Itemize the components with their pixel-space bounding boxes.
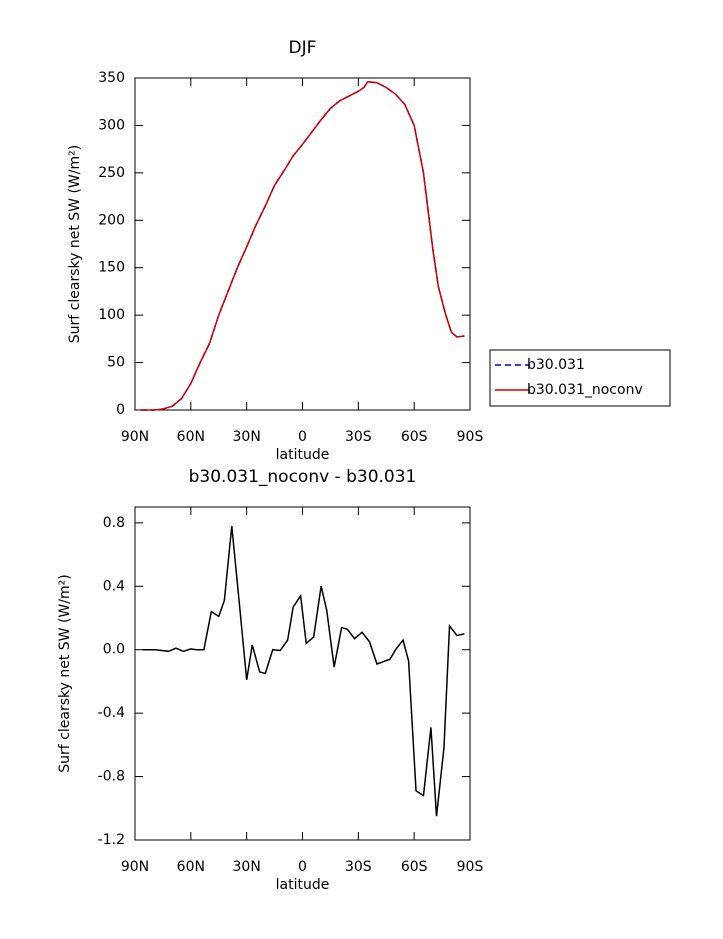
legend-label: b30.031 [527, 357, 585, 373]
y-tick-label: 150 [98, 260, 125, 276]
chart-title: b30.031_noconv - b30.031 [189, 467, 417, 487]
x-tick-label: 90S [457, 859, 484, 875]
y-tick-label: 0.0 [103, 642, 125, 658]
y-axis-label: Surf clearsky net SW (W/m²) [57, 574, 73, 772]
x-tick-label: 30S [345, 429, 372, 445]
chart-title: DJF [289, 38, 317, 58]
data-line [140, 81, 465, 411]
x-tick-label: 90S [457, 429, 484, 445]
x-tick-label: 60N [177, 429, 205, 445]
y-tick-label: 300 [98, 117, 125, 133]
x-axis-label: latitude [276, 877, 330, 893]
y-tick-label: -0.4 [98, 705, 125, 721]
y-tick-label: 100 [98, 307, 125, 323]
plot-frame [134, 506, 471, 841]
legend-box [489, 349, 671, 407]
y-tick-label: 0 [116, 402, 125, 418]
x-tick-label: 30S [345, 859, 372, 875]
y-tick-label: 0.4 [103, 578, 125, 594]
y-tick-label: -0.8 [98, 769, 125, 785]
x-tick-label: 90N [121, 859, 149, 875]
y-tick-label: 200 [98, 212, 125, 228]
y-tick-label: -1.2 [98, 832, 125, 848]
y-tick-label: 50 [107, 355, 125, 371]
x-tick-label: 60S [401, 859, 428, 875]
x-tick-label: 0 [298, 429, 307, 445]
x-tick-label: 30N [233, 859, 261, 875]
y-axis-label: Surf clearsky net SW (W/m²) [67, 145, 83, 343]
y-tick-label: 350 [98, 70, 125, 86]
y-tick-label: 250 [98, 165, 125, 181]
data-line [142, 525, 465, 817]
x-tick-label: 90N [121, 429, 149, 445]
plot-frame [134, 77, 471, 411]
x-tick-label: 60S [401, 429, 428, 445]
legend-label: b30.031_noconv [527, 382, 643, 398]
x-tick-label: 60N [177, 859, 205, 875]
x-axis-label: latitude [276, 447, 330, 463]
x-tick-label: 0 [298, 859, 307, 875]
y-tick-label: 0.8 [103, 515, 125, 531]
x-tick-label: 30N [233, 429, 261, 445]
